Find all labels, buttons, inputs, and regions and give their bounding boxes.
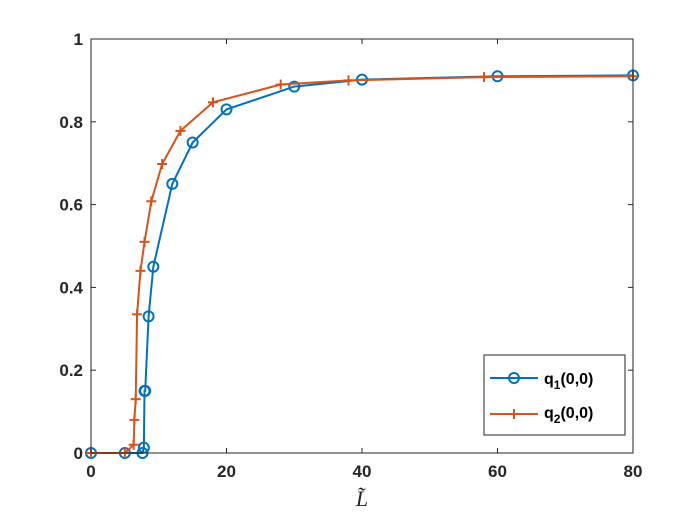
y-tick-label: 1 xyxy=(74,30,83,49)
data-point-plus xyxy=(129,414,140,425)
series-line-2 xyxy=(91,75,634,454)
data-point-plus xyxy=(157,159,168,170)
data-point-plus xyxy=(478,72,489,83)
y-tick-label: 0.4 xyxy=(59,278,83,297)
x-axis-label: L̃ xyxy=(355,486,368,511)
data-point-plus xyxy=(207,97,218,108)
x-tick-label: 60 xyxy=(488,462,507,481)
data-point-plus xyxy=(130,394,141,405)
legend-marker-q2 xyxy=(509,409,519,419)
data-point-circle xyxy=(186,136,199,149)
data-point-plus xyxy=(175,125,186,136)
legend-label-q2: q2(0,0) xyxy=(544,405,593,426)
data-point-plus xyxy=(275,79,286,90)
data-point-plus xyxy=(343,75,354,86)
y-tick-label: 0 xyxy=(74,444,83,463)
x-tick-label: 80 xyxy=(624,462,643,481)
legend-marker-q1 xyxy=(508,372,520,384)
series-layer xyxy=(85,69,639,459)
tick-labels: 0 20 40 60 80 0 0.2 0.4 0.6 0.8 1 xyxy=(59,30,642,481)
y-tick-label: 0.2 xyxy=(59,361,83,380)
data-point-circle xyxy=(147,260,160,273)
data-point-plus xyxy=(139,236,150,247)
x-tick-label: 20 xyxy=(217,462,236,481)
x-tick-label: 40 xyxy=(353,462,372,481)
data-point-circle xyxy=(288,80,301,93)
legend: q1(0,0) q2(0,0) xyxy=(483,354,626,436)
x-tick-label: 0 xyxy=(86,462,95,481)
data-point-plus xyxy=(132,309,143,320)
y-tick-label: 0.6 xyxy=(59,196,83,215)
y-tick-label: 0.8 xyxy=(59,113,83,132)
data-point-circle xyxy=(220,103,233,116)
data-point-circle xyxy=(166,177,179,190)
data-point-plus xyxy=(135,265,146,276)
data-point-plus xyxy=(128,439,139,450)
data-point-plus xyxy=(146,196,157,207)
data-point-circle xyxy=(142,310,155,323)
axes-layer xyxy=(90,38,634,454)
data-point-circle xyxy=(139,384,152,397)
legend-label-q1: q1(0,0) xyxy=(544,371,593,392)
legend-box xyxy=(483,354,626,436)
